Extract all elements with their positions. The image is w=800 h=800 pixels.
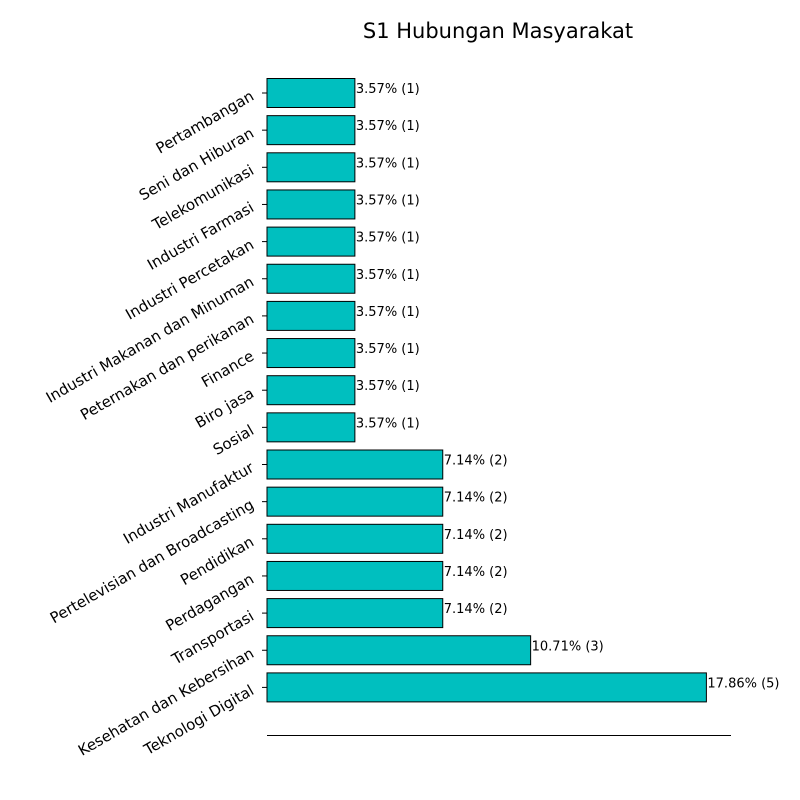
bar-10 bbox=[266, 449, 444, 480]
bar-15 bbox=[266, 635, 532, 666]
bar-7 bbox=[266, 338, 356, 369]
bar-14 bbox=[266, 598, 444, 629]
data-label-2: 3.57% (1) bbox=[356, 156, 420, 171]
bar-2 bbox=[266, 152, 356, 183]
bar-12 bbox=[266, 523, 444, 554]
data-label-12: 7.14% (2) bbox=[444, 528, 508, 543]
y-ticks-group bbox=[262, 92, 267, 688]
bars-group bbox=[266, 78, 707, 703]
data-label-9: 3.57% (1) bbox=[356, 416, 420, 431]
data-label-15: 10.71% (3) bbox=[532, 639, 604, 654]
data-labels-group: 3.57% (1) 3.57% (1) 3.57% (1) 3.57% (1) 3.57… bbox=[356, 82, 780, 691]
bar-6 bbox=[266, 300, 356, 331]
data-label-11: 7.14% (2) bbox=[444, 491, 508, 506]
bar-11 bbox=[266, 486, 444, 517]
data-label-16: 17.86% (5) bbox=[707, 676, 779, 691]
data-label-8: 3.57% (1) bbox=[356, 379, 420, 394]
bar-16 bbox=[266, 672, 707, 703]
chart-title: S1 Hubungan Masyarakat bbox=[363, 19, 633, 43]
data-label-14: 7.14% (2) bbox=[444, 602, 508, 617]
data-label-1: 3.57% (1) bbox=[356, 119, 420, 134]
data-label-6: 3.57% (1) bbox=[356, 305, 420, 320]
bar-4 bbox=[266, 226, 356, 257]
bar-13 bbox=[266, 560, 444, 591]
bar-1 bbox=[266, 115, 356, 146]
data-label-5: 3.57% (1) bbox=[356, 268, 420, 283]
bar-3 bbox=[266, 189, 356, 220]
bar-0 bbox=[266, 78, 356, 108]
data-label-4: 3.57% (1) bbox=[356, 231, 420, 246]
bar-5 bbox=[266, 263, 356, 294]
data-label-10: 7.14% (2) bbox=[444, 454, 508, 469]
bar-9 bbox=[266, 412, 356, 443]
category-label-9: Sosial bbox=[210, 421, 257, 459]
bar-8 bbox=[266, 375, 356, 406]
data-label-7: 3.57% (1) bbox=[356, 342, 420, 357]
data-label-0: 3.57% (1) bbox=[356, 82, 420, 97]
data-label-3: 3.57% (1) bbox=[356, 193, 420, 208]
data-label-13: 7.14% (2) bbox=[444, 565, 508, 580]
